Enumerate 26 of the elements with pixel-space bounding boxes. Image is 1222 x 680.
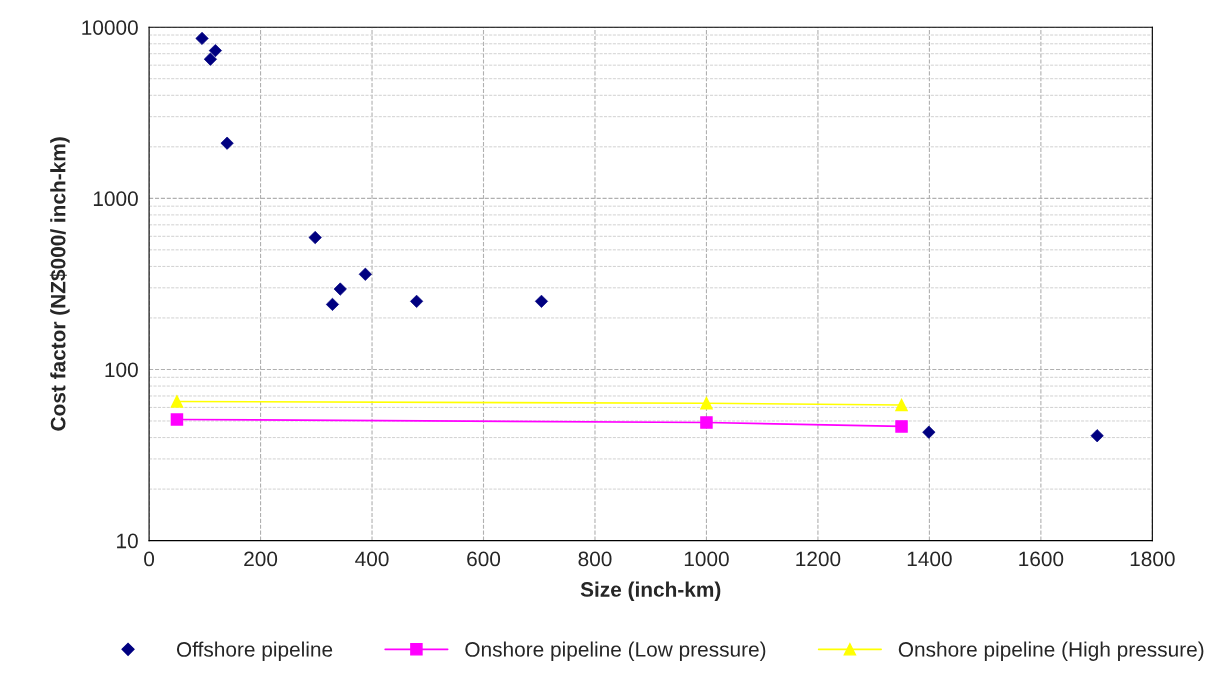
point [700, 416, 713, 429]
point [895, 420, 908, 433]
x-tick-label: 1400 [907, 551, 952, 567]
x-tick-label: 600 [467, 551, 501, 567]
x-tick-label: 400 [355, 551, 389, 567]
y-tick-label: 10 [117, 533, 138, 549]
x-tick-label: 1600 [1019, 551, 1064, 567]
legend-label: Onshore pipeline (High pressure) [898, 641, 1204, 661]
y-tick-label: 10000 [82, 20, 138, 35]
legend-label: Onshore pipeline (Low pressure) [465, 641, 766, 661]
x-tick-label: 1200 [796, 551, 841, 567]
point [208, 44, 222, 58]
legend-label: Offshore pipeline [176, 641, 333, 661]
x-tick-label: 200 [244, 551, 278, 567]
x-tick-label: 800 [578, 551, 612, 567]
point [170, 413, 184, 426]
x-tick-label: 1000 [684, 551, 729, 567]
y-axis-title: Cost factor (NZ$000/ inch-km) [49, 137, 70, 431]
point [895, 398, 908, 412]
point [700, 396, 713, 410]
point [170, 395, 184, 408]
x-axis-title: Size (inch-km) [580, 581, 721, 601]
x-tick-label: 0 [144, 551, 155, 567]
y-tick-label: 100 [105, 362, 138, 378]
y-tick-label: 1000 [93, 191, 138, 207]
x-tick-label: 1800 [1130, 551, 1175, 567]
